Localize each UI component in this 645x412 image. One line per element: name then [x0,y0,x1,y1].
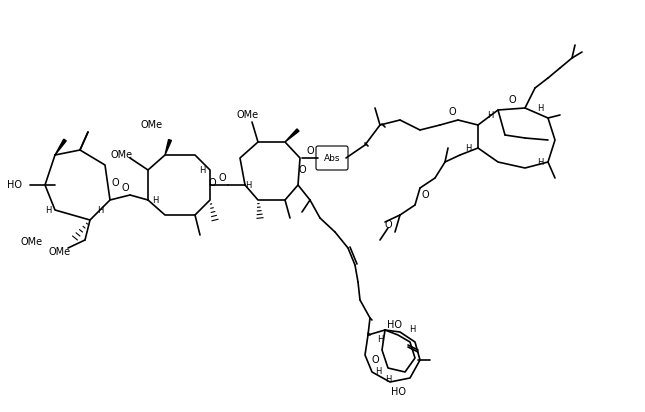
Text: O: O [384,220,392,230]
Polygon shape [165,140,172,155]
Text: H: H [377,335,383,344]
Text: O: O [421,190,429,200]
Text: H: H [97,206,103,215]
Text: O: O [218,173,226,183]
Text: O: O [448,107,456,117]
Polygon shape [285,129,299,142]
Text: HO: HO [7,180,22,190]
Text: H: H [537,103,543,112]
Text: O: O [121,183,129,193]
Text: H: H [45,206,51,215]
Text: O: O [508,95,516,105]
Text: H: H [487,110,493,119]
FancyBboxPatch shape [316,146,348,170]
Text: H: H [199,166,205,175]
Text: O: O [208,178,216,188]
Text: HO: HO [390,387,406,397]
Text: OMe: OMe [49,247,71,257]
Text: H: H [409,325,415,335]
Text: OMe: OMe [141,120,163,130]
Text: OMe: OMe [237,110,259,120]
Text: O: O [298,165,306,175]
Text: H: H [465,143,471,152]
Text: HO: HO [388,320,402,330]
Text: Abs: Abs [324,154,341,162]
Text: H: H [152,196,158,204]
Text: O: O [111,178,119,188]
Text: OMe: OMe [111,150,133,160]
Text: H: H [537,157,543,166]
Text: H: H [375,368,381,377]
Text: O: O [306,146,314,156]
Text: H: H [245,180,251,190]
Text: H: H [385,375,391,384]
Polygon shape [55,139,66,155]
Text: OMe: OMe [21,237,43,247]
Text: O: O [371,355,379,365]
